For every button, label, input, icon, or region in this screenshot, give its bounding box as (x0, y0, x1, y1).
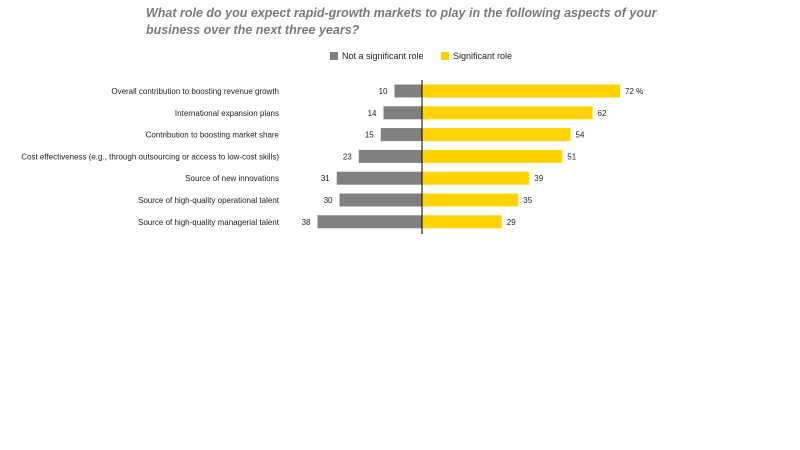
value-label-not-significant: 31 (321, 174, 330, 183)
value-label-not-significant: 30 (324, 196, 333, 205)
value-label-not-significant: 10 (379, 87, 388, 96)
legend-swatch-significant (441, 52, 449, 60)
bar-significant (422, 84, 620, 98)
bar-significant (422, 128, 571, 142)
bar-significant (422, 171, 530, 185)
value-label-not-significant: 14 (368, 109, 377, 118)
bar-not-significant (358, 149, 422, 163)
bar-not-significant (380, 128, 422, 142)
bar-significant (422, 106, 593, 120)
category-label: Overall contribution to boosting revenue… (111, 87, 279, 96)
value-label-not-significant: 38 (302, 218, 311, 227)
bar-not-significant (339, 193, 422, 207)
category-label: International expansion plans (175, 109, 279, 118)
category-label: Cost effectiveness (e.g., through outsou… (21, 152, 279, 161)
category-label: Contribution to boosting market share (146, 131, 280, 140)
chart-title: What role do you expect rapid-growth mar… (146, 6, 657, 37)
value-label-significant: 72 % (625, 87, 643, 96)
category-label: Source of high-quality operational talen… (138, 196, 280, 205)
value-label-significant: 51 (567, 152, 576, 161)
legend-label-significant: Significant role (453, 51, 513, 61)
legend-label-not-significant: Not a significant role (342, 51, 424, 61)
legend-item-not-significant: Not a significant role (330, 51, 424, 61)
value-label-not-significant: 23 (343, 152, 352, 161)
value-label-significant: 54 (576, 131, 585, 140)
value-label-not-significant: 15 (365, 131, 374, 140)
legend-swatch-not-significant (330, 52, 338, 60)
bar-significant (422, 215, 502, 229)
value-label-significant: 39 (534, 174, 543, 183)
bar-not-significant (394, 84, 422, 98)
bar-not-significant (336, 171, 422, 185)
category-label: Source of high-quality managerial talent (138, 218, 280, 227)
bar-significant (422, 149, 563, 163)
category-label: Source of new innovations (185, 174, 279, 183)
bar-significant (422, 193, 519, 207)
legend-item-significant: Significant role (441, 51, 512, 61)
bar-not-significant (383, 106, 422, 120)
value-label-significant: 35 (523, 196, 532, 205)
bar-not-significant (317, 215, 422, 229)
value-label-significant: 29 (507, 218, 516, 227)
value-label-significant: 62 (598, 109, 607, 118)
